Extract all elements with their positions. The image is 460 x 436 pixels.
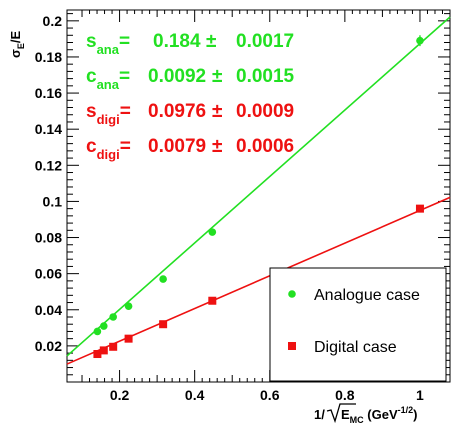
data-point <box>99 346 108 355</box>
fit-line <box>66 16 451 357</box>
x-axis-title: 1/ <box>314 407 325 422</box>
x-title-base: E <box>341 407 350 422</box>
data-point <box>109 342 118 351</box>
legend-entry: Analogue case <box>314 287 420 304</box>
legend-entry: Digital case <box>314 339 397 356</box>
data-point <box>415 204 424 213</box>
fit-param-name: s <box>86 31 97 52</box>
fit-result-value: 0.0092 <box>148 66 206 87</box>
fit-result-label: cana= <box>86 66 130 92</box>
fit-result-pm: ± <box>212 101 222 122</box>
x-tick-label: 0.8 <box>335 387 355 403</box>
axis-titles: σE/E1/EMC (GeV-1/2) <box>8 30 418 425</box>
legend: Analogue case Digital case <box>269 267 447 382</box>
legend-marker <box>288 342 296 350</box>
fit-result-value: 0.184 <box>153 31 201 52</box>
legend-marker <box>288 290 296 298</box>
data-point <box>93 327 102 336</box>
y-title-sigma: σ <box>8 49 23 58</box>
data-point <box>99 322 108 330</box>
y-tick-label: 0.04 <box>35 302 62 318</box>
fit-result-error: 0.0009 <box>236 101 294 122</box>
fit-result-error: 0.0015 <box>236 66 295 87</box>
data-point <box>93 350 102 359</box>
fit-param-name: c <box>86 66 97 87</box>
fit-param-sub: digi <box>97 147 120 162</box>
y-title-rest: /E <box>8 30 23 43</box>
x-tick-label: 0.2 <box>110 387 130 403</box>
x-title-prefix: 1/ <box>314 407 325 422</box>
x-title-unit: (GeV <box>364 407 398 422</box>
fit-result-error: 0.0017 <box>236 31 294 52</box>
legend-box <box>269 267 447 382</box>
fit-param-sub: digi <box>97 112 120 127</box>
fit-result-label: sdigi= <box>86 101 131 127</box>
fit-result-pm: ± <box>212 66 222 87</box>
y-tick-label: 0.06 <box>35 266 62 282</box>
x-title-sub: MC <box>350 415 364 425</box>
fit-param-eq: = <box>119 66 130 87</box>
fit-param-eq: = <box>119 31 130 52</box>
x-title-sup: -1/2 <box>398 405 414 415</box>
y-tick-label: 0.2 <box>43 13 63 29</box>
y-tick-label: 0.08 <box>35 230 62 246</box>
data-point <box>208 228 217 236</box>
fit-result-value: 0.0976 <box>148 101 206 122</box>
data-point <box>416 36 424 45</box>
x-tick-label: 1 <box>416 387 424 403</box>
data-markers <box>93 35 424 359</box>
fit-result-pm: ± <box>212 136 222 157</box>
axis-ticks: 0.2 0.4 0.6 0.8 1 0.02 0.04 0.06 0.08 0.1 0.12 0.14… <box>35 10 451 403</box>
fit-param-sub: ana <box>97 77 120 92</box>
fit-result-value: 0.0079 <box>148 136 206 157</box>
y-title-sub: E <box>16 43 26 49</box>
fit-param-eq: = <box>120 101 131 122</box>
x-tick-label: 0.4 <box>185 387 205 403</box>
y-axis-title: σE/E <box>8 30 26 58</box>
fit-param-name: c <box>86 136 97 157</box>
x-tick-label: 0.6 <box>260 387 280 403</box>
fit-result-error: 0.0006 <box>236 136 294 157</box>
fit-result-pm: ± <box>206 31 216 52</box>
y-tick-label: 0.14 <box>35 121 62 137</box>
data-point <box>159 320 168 329</box>
x-title-radicand: EMC (GeV-1/2) <box>341 405 418 425</box>
data-point <box>208 296 217 305</box>
fit-result-label: sana= <box>86 31 130 57</box>
data-point <box>159 275 167 283</box>
y-tick-label: 0.1 <box>43 193 63 209</box>
y-tick-label: 0.12 <box>35 157 62 173</box>
y-tick-label: 0.18 <box>35 49 62 65</box>
plot-border <box>66 9 451 383</box>
plot-frame <box>66 9 451 383</box>
y-tick-label: 0.02 <box>35 338 62 354</box>
data-point <box>124 334 133 343</box>
data-point <box>124 302 133 310</box>
y-tick-label: 0.16 <box>35 85 62 101</box>
fit-result-label: cdigi= <box>86 136 131 162</box>
data-point <box>109 313 117 321</box>
x-title-close: ) <box>413 407 417 422</box>
x-title-sqrt <box>326 403 356 424</box>
fit-param-sub: ana <box>97 42 120 57</box>
fit-param-name: s <box>86 101 97 122</box>
fit-param-eq: = <box>120 136 131 157</box>
